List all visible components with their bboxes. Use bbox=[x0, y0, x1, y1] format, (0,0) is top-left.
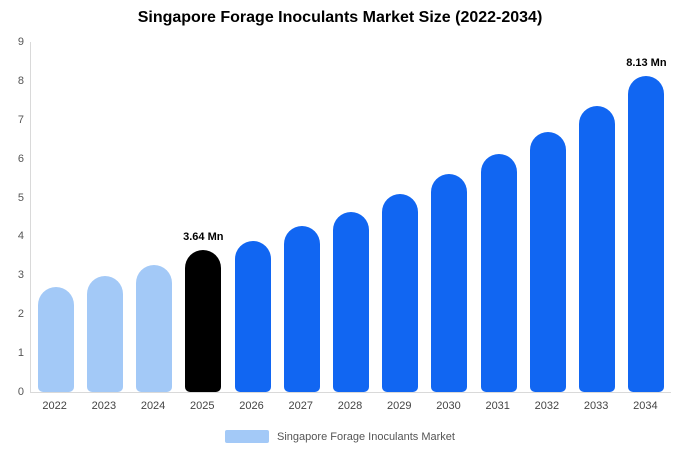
y-tick-label-3: 3 bbox=[17, 269, 24, 282]
bar-2023 bbox=[86, 276, 123, 392]
bar-2022 bbox=[37, 287, 74, 392]
bar-2032 bbox=[529, 131, 566, 392]
x-tick-label-2029: 2029 bbox=[386, 400, 412, 412]
legend: Singapore Forage Inoculants Market bbox=[0, 430, 680, 443]
x-tick-label-2027: 2027 bbox=[288, 400, 314, 412]
x-tick-label-2031: 2031 bbox=[485, 400, 510, 412]
x-tick-label-2033: 2033 bbox=[583, 400, 609, 412]
x-tick-label-2028: 2028 bbox=[337, 400, 363, 412]
y-tick-label-2: 2 bbox=[17, 308, 24, 321]
x-tick-label-2025: 2025 bbox=[190, 400, 215, 412]
bar-2026 bbox=[234, 240, 271, 392]
y-tick-label-1: 1 bbox=[17, 347, 24, 360]
bar-2033 bbox=[579, 106, 616, 392]
bar-2027 bbox=[283, 225, 320, 392]
y-tick-label-7: 7 bbox=[17, 113, 24, 126]
plot-area: 3.64 Mn 8.13 Mn bbox=[30, 42, 671, 393]
x-tick-label-2023: 2023 bbox=[91, 400, 117, 412]
bar-2031 bbox=[480, 153, 517, 392]
bar-2025 bbox=[185, 250, 222, 392]
x-tick-label-2024: 2024 bbox=[140, 400, 166, 412]
y-tick-label-6: 6 bbox=[17, 152, 24, 165]
bar-2028 bbox=[333, 211, 369, 392]
chart-title: Singapore Forage Inoculants Market Size … bbox=[137, 9, 543, 26]
y-tick-label-0: 0 bbox=[17, 386, 24, 398]
bar-2024 bbox=[136, 264, 173, 392]
bar-2034 bbox=[628, 75, 665, 392]
y-tick-label-8: 8 bbox=[17, 74, 24, 87]
legend-swatch bbox=[225, 430, 270, 443]
bar-value-label-2034: 8.13 Mn bbox=[626, 56, 667, 69]
bar-value-label-2025: 3.64 Mn bbox=[183, 231, 224, 244]
y-tick-label-5: 5 bbox=[17, 191, 24, 204]
y-tick-label-9: 9 bbox=[17, 36, 24, 48]
bar-2029 bbox=[382, 194, 419, 392]
x-tick-label-2030: 2030 bbox=[436, 400, 461, 412]
x-tick-label-2026: 2026 bbox=[239, 400, 264, 412]
bar-2030 bbox=[431, 174, 468, 392]
y-tick-label-4: 4 bbox=[17, 230, 24, 243]
x-tick-label-2032: 2032 bbox=[534, 400, 560, 412]
x-tick-label-2034: 2034 bbox=[633, 400, 658, 412]
x-tick-label-2022: 2022 bbox=[42, 400, 67, 412]
legend-label: Singapore Forage Inoculants Market bbox=[277, 430, 455, 443]
